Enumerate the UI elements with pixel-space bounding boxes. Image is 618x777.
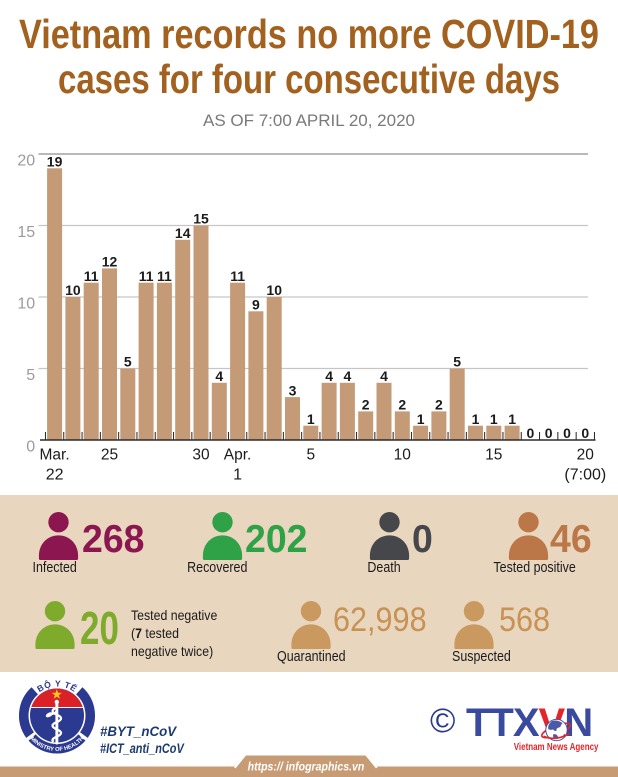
svg-text:15: 15 [193,211,209,227]
svg-text:11: 11 [84,268,99,284]
svg-text:10: 10 [17,296,35,313]
svg-text:10: 10 [65,282,81,298]
svg-text:(7:00): (7:00) [564,467,606,484]
svg-text:25: 25 [101,447,118,464]
svg-text:2: 2 [362,397,370,413]
svg-text:0: 0 [581,425,589,441]
svg-text:10: 10 [394,447,412,464]
svg-text:1: 1 [307,411,315,427]
svg-text:BỘ Y TẾ: BỘ Y TẾ [35,678,79,694]
svg-text:14: 14 [175,225,191,241]
svg-text:22: 22 [46,467,64,484]
svg-text:5: 5 [453,354,461,370]
svg-text:30: 30 [192,447,210,464]
svg-text:9: 9 [252,297,260,313]
svg-text:19: 19 [47,154,63,170]
svg-text:0: 0 [545,425,553,441]
svg-text:1: 1 [472,411,480,427]
svg-text:1: 1 [233,467,242,484]
svg-text:1: 1 [417,411,425,427]
svg-text:20: 20 [577,447,595,464]
svg-text:11: 11 [157,268,172,284]
svg-text:Mar.: Mar. [40,447,70,464]
svg-text:2: 2 [398,397,406,413]
svg-text:1: 1 [490,411,498,427]
svg-text:Apr.: Apr. [224,447,252,464]
svg-text:0: 0 [26,439,35,456]
svg-text:0: 0 [527,425,535,441]
svg-text:4: 4 [325,368,333,384]
svg-text:15: 15 [17,224,35,241]
svg-text:5: 5 [26,367,35,384]
svg-text:2: 2 [435,397,443,413]
svg-text:20: 20 [17,153,35,170]
svg-text:10: 10 [266,282,282,298]
svg-text:15: 15 [485,447,502,464]
svg-text:1: 1 [508,411,516,427]
svg-text:3: 3 [289,382,297,398]
svg-text:11: 11 [230,268,245,284]
svg-text:11: 11 [139,268,154,284]
svg-text:5: 5 [306,447,315,464]
svg-text:12: 12 [102,254,118,270]
svg-text:5: 5 [124,354,132,370]
svg-text:https:// infographics.vn: https:// infographics.vn [248,761,365,774]
svg-text:4: 4 [344,368,352,384]
svg-text:4: 4 [380,368,388,384]
svg-text:0: 0 [563,425,571,441]
svg-text:4: 4 [215,368,223,384]
